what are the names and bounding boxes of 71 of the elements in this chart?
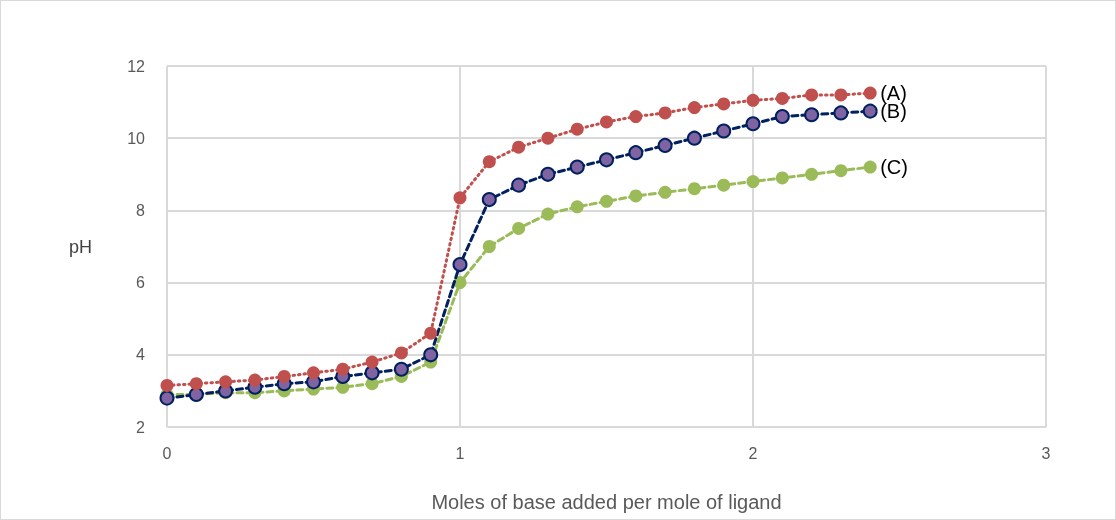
point [863,86,877,100]
point [657,137,673,153]
x-tick-label: 1 [455,444,465,462]
point [364,365,380,381]
y-tick-label: 10 [127,129,146,147]
point [717,178,731,192]
point [219,375,233,389]
point [834,88,848,102]
point [570,122,584,136]
point [833,105,849,121]
point [570,200,584,214]
point [805,88,819,102]
point [599,152,614,168]
point [482,155,496,169]
point [248,373,262,387]
point [424,326,438,340]
point [512,221,526,235]
point [746,93,760,107]
point [600,194,613,208]
point [628,145,644,161]
point [541,207,555,221]
point [569,159,585,175]
point [658,185,672,199]
point [686,130,702,146]
point [336,362,350,376]
x-tick-label: 0 [162,444,172,462]
point [687,101,701,115]
point [775,91,789,105]
point [541,131,555,145]
series-label: (C) [880,156,908,179]
point [160,378,174,392]
point [453,191,467,205]
y-axis-title: pH [68,236,92,257]
point [804,107,820,123]
point [746,175,760,189]
point [159,390,175,406]
x-tick-label: 3 [1041,444,1051,462]
y-tick-label: 8 [136,201,146,219]
point [862,103,878,119]
y-tick-label: 4 [136,346,146,364]
point [775,171,789,185]
point [482,240,496,253]
point [687,182,701,196]
point [394,346,408,360]
point [189,377,203,391]
point [307,366,320,380]
point [774,109,790,125]
point [512,140,526,154]
point [423,347,439,363]
y-tick-label: 12 [127,57,146,75]
point [452,257,468,273]
x-axis-title: Moles of base added per mole of ligand [431,491,782,513]
point [511,177,527,193]
point [834,164,848,178]
point [600,115,613,129]
point [716,123,732,139]
point [393,361,409,377]
point [717,97,731,111]
point [745,116,761,132]
x-tick-label: 2 [748,444,758,462]
y-tick-label: 6 [136,274,146,292]
point [540,166,556,182]
point [365,355,379,369]
point [277,369,291,383]
point [658,106,672,120]
point [481,192,497,208]
point [629,189,643,203]
y-tick-label: 2 [136,418,146,436]
point [805,167,819,181]
point [863,160,877,174]
point [629,110,643,124]
